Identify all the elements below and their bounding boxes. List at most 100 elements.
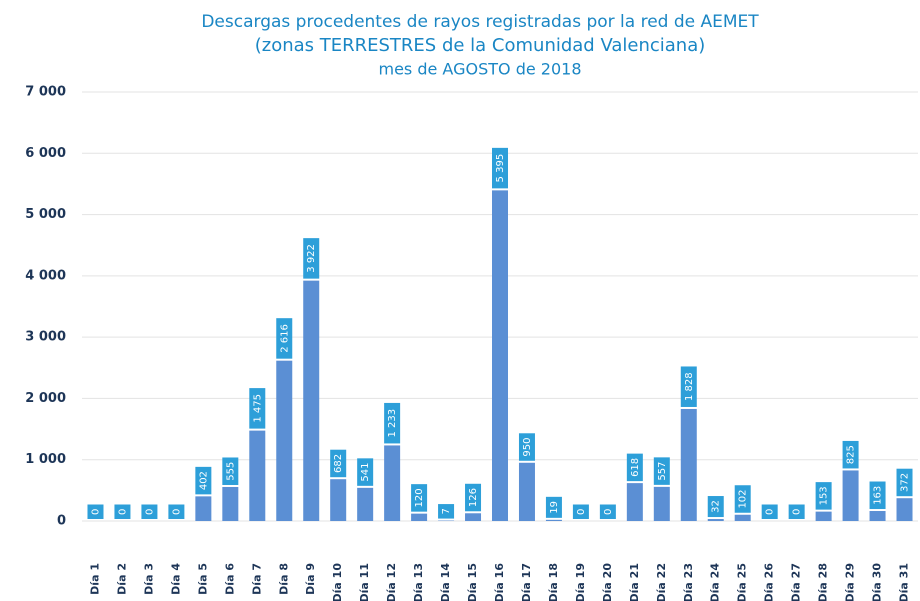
y-tick-label: 5 000 [25,207,66,222]
x-tick-label: Día 29 [844,563,857,601]
bar [330,479,347,521]
x-tick-label: Día 5 [196,563,209,595]
x-tick-label: Día 11 [358,563,371,601]
bar [896,498,913,521]
value-label-box [87,504,104,519]
value-label: 1 233 [387,409,398,438]
bar [465,513,482,521]
value-label: 153 [819,486,830,505]
x-tick-label: Día 22 [655,563,668,601]
value-label-box [276,318,293,359]
value-label: 0 [765,509,776,515]
x-tick-label: Día 12 [385,563,398,601]
bar [303,280,320,521]
value-label-box [330,449,347,478]
x-tick-label: Día 8 [277,563,290,595]
x-tick-label: Día 10 [331,563,344,601]
x-tick-label: Día 24 [709,563,722,601]
x-tick-label: Día 26 [763,563,776,601]
bar [411,513,428,521]
value-label: 402 [198,471,209,490]
value-label-box [357,458,374,486]
value-label-box [114,504,131,519]
x-tick-label: Día 7 [250,563,263,595]
bar [545,519,562,521]
value-label-box [572,504,589,519]
value-label-box [303,238,320,279]
value-label-box [815,482,832,510]
value-label-box [680,366,697,407]
value-label: 950 [522,437,533,456]
value-label-box [788,504,805,519]
bar [195,496,212,521]
x-tick-label: Día 20 [601,563,614,601]
bar [357,487,374,521]
x-tick-label: Día 17 [520,563,533,601]
bar [734,514,751,521]
y-tick-label: 3 000 [25,330,66,345]
chart-title: Descargas procedentes de rayos registrad… [201,12,759,32]
x-tick-label: Día 28 [817,563,830,601]
value-label-box [545,496,562,518]
value-label: 0 [792,509,803,515]
x-tick-label: Día 13 [412,563,425,601]
bar [842,470,859,521]
value-label: 126 [468,488,479,507]
x-tick-label: Día 16 [493,563,506,601]
x-tick-label: Día 31 [898,563,911,601]
value-label-box [599,504,616,519]
value-label: 0 [603,509,614,515]
x-tick-label: Día 21 [628,563,641,601]
value-label: 102 [738,489,749,508]
x-tick-label: Día 15 [466,563,479,601]
value-label: 618 [630,458,641,477]
value-label: 0 [117,509,128,515]
x-tick-label: Día 27 [790,563,803,601]
value-label-box [896,468,913,497]
value-label-box [168,504,185,519]
value-label: 557 [657,462,668,481]
x-tick-label: Día 14 [439,563,452,601]
x-tick-label: Día 9 [304,563,317,595]
value-label: 120 [414,488,425,507]
value-label: 0 [144,509,155,515]
y-tick-label: 0 [57,514,66,529]
value-label: 372 [900,473,911,492]
bar [518,462,535,521]
value-label-box [869,481,886,510]
bar [492,190,508,521]
bar [222,486,239,521]
x-tick-label: Día 18 [547,563,560,601]
value-label-box [842,440,859,469]
x-tick-label: Día 4 [169,563,182,595]
value-label: 3 922 [306,244,317,273]
value-label: 1 475 [252,394,263,423]
value-label: 0 [171,509,182,515]
y-tick-label: 7 000 [25,85,66,100]
bar [815,511,832,521]
value-label-box [222,457,239,485]
value-label: 7 [441,508,452,514]
value-label: 19 [549,501,560,514]
value-label: 2 616 [279,324,290,353]
x-tick-label: Día 2 [115,563,128,595]
y-tick-label: 6 000 [25,146,66,161]
bar [249,430,266,521]
bar [707,519,724,521]
value-label-box [492,147,508,189]
x-tick-label: Día 30 [871,563,884,601]
value-label-box [518,433,535,461]
value-label-box [438,504,455,519]
y-tick-label: 4 000 [25,268,66,283]
chart-subtitle: mes de AGOSTO de 2018 [378,60,581,79]
x-tick-label: Día 25 [736,563,749,601]
value-label-box [626,453,643,482]
x-tick-label: Día 19 [574,563,587,601]
value-label: 5 395 [495,154,506,183]
x-tick-label: Día 23 [682,563,695,601]
bar [626,483,643,521]
value-label-box [141,504,158,519]
value-label-box [411,484,428,512]
value-label-box [249,388,266,429]
